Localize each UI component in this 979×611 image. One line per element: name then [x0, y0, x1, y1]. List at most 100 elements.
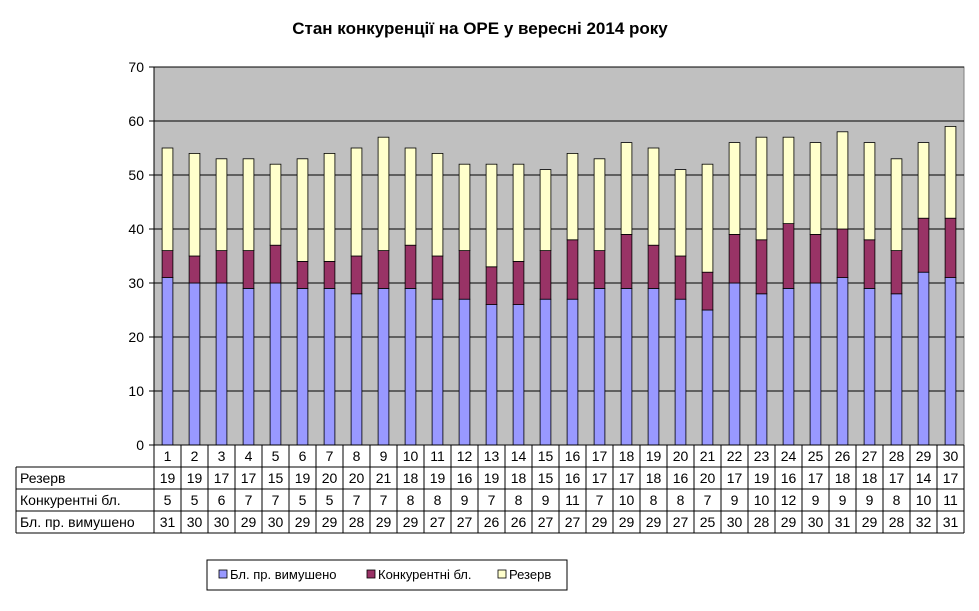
x-tick-label: 15: [538, 448, 554, 464]
data-label: 29: [376, 514, 392, 530]
data-label: 11: [943, 492, 958, 508]
legend-swatch: [218, 569, 228, 579]
y-tick-label: 30: [128, 275, 144, 291]
bar-segment: [809, 142, 822, 235]
legend-swatch: [366, 569, 376, 579]
data-label: 9: [812, 492, 820, 508]
bar-segment: [755, 136, 768, 241]
bar-segment: [269, 244, 282, 284]
bar-segment: [404, 287, 417, 446]
x-tick-label: 20: [673, 448, 689, 464]
data-label: 14: [916, 470, 932, 486]
bar-segment: [188, 255, 201, 284]
data-label: 19: [295, 470, 311, 486]
x-tick-label: 27: [862, 448, 878, 464]
x-tick-label: 14: [511, 448, 527, 464]
x-tick-label: 2: [191, 448, 199, 464]
bar-segment: [836, 228, 849, 278]
data-label: 18: [646, 470, 662, 486]
bar-segment: [161, 250, 174, 279]
data-label: 8: [650, 492, 658, 508]
bar-segment: [593, 158, 606, 252]
bar-segment: [593, 250, 606, 289]
bar-segment: [944, 126, 957, 219]
chart-title: Стан конкуренції на ОРЕ у вересні 2014 р…: [292, 19, 668, 38]
bar-segment: [809, 233, 822, 284]
data-label: 28: [349, 514, 365, 530]
x-tick-label: 10: [403, 448, 419, 464]
data-label: 31: [160, 514, 176, 530]
data-label: 16: [457, 470, 473, 486]
bar-segment: [620, 287, 633, 446]
bar-segment: [782, 136, 795, 224]
bar-segment: [431, 255, 444, 300]
bar-segment: [755, 239, 768, 295]
bar-segment: [566, 152, 579, 241]
data-label: 6: [218, 492, 226, 508]
bar-segment: [620, 142, 633, 235]
data-label: 29: [619, 514, 635, 530]
data-label: 17: [214, 470, 230, 486]
data-label: 7: [245, 492, 253, 508]
x-tick-label: 18: [619, 448, 635, 464]
y-tick-label: 10: [128, 383, 144, 399]
data-label: 15: [538, 470, 554, 486]
bar-segment: [269, 282, 282, 446]
x-tick-label: 5: [272, 448, 280, 464]
y-tick-label: 70: [128, 59, 144, 75]
bar-segment: [836, 277, 849, 446]
bar-segment: [431, 152, 444, 257]
data-label: 8: [677, 492, 685, 508]
bar-segment: [674, 169, 687, 257]
bar-segment: [863, 142, 876, 241]
data-label: 27: [457, 514, 473, 530]
data-label: 17: [889, 470, 905, 486]
bar-segment: [944, 217, 957, 278]
x-tick-label: 3: [218, 448, 226, 464]
data-label: 32: [916, 514, 932, 530]
bar-segment: [647, 287, 660, 446]
data-label: 21: [376, 470, 392, 486]
data-label: 17: [592, 470, 608, 486]
legend-label: Конкурентні бл.: [378, 567, 472, 582]
bar-segment: [350, 147, 363, 257]
x-tick-label: 6: [299, 448, 307, 464]
legend-box: [206, 559, 568, 591]
data-label: 29: [646, 514, 662, 530]
data-label: 29: [241, 514, 257, 530]
bar-segment: [674, 298, 687, 446]
bar-segment: [674, 255, 687, 300]
x-tick-label: 25: [808, 448, 824, 464]
data-label: 11: [565, 492, 580, 508]
bar-segment: [161, 147, 174, 251]
data-label: 31: [943, 514, 959, 530]
bar-segment: [755, 293, 768, 446]
bar-segment: [458, 298, 471, 446]
plot-area: 0 10 20 30 40 50 60 70: [128, 59, 965, 453]
bar-segment: [323, 287, 336, 446]
x-tick-label: 19: [646, 448, 662, 464]
data-label: 25: [700, 514, 716, 530]
y-tick-label: 0: [136, 437, 144, 453]
data-label: 26: [511, 514, 527, 530]
bar-segment: [404, 244, 417, 289]
bar-segment: [323, 260, 336, 289]
data-label: 27: [430, 514, 446, 530]
bar-segment: [863, 239, 876, 289]
bar-segment: [404, 147, 417, 246]
bar-segment: [917, 271, 930, 446]
bar-segment: [539, 169, 552, 252]
plot-background: [153, 66, 965, 446]
x-tick-label: 29: [916, 448, 932, 464]
legend-swatch: [497, 569, 507, 579]
bar-segment: [809, 282, 822, 446]
bar-segment: [485, 266, 498, 305]
x-tick-label: 26: [835, 448, 851, 464]
data-label: 30: [727, 514, 743, 530]
bar-segment: [431, 298, 444, 446]
data-label: 17: [727, 470, 743, 486]
bar-segment: [485, 163, 498, 268]
data-label: 29: [781, 514, 797, 530]
bar-segment: [566, 298, 579, 446]
data-label: 5: [191, 492, 199, 508]
